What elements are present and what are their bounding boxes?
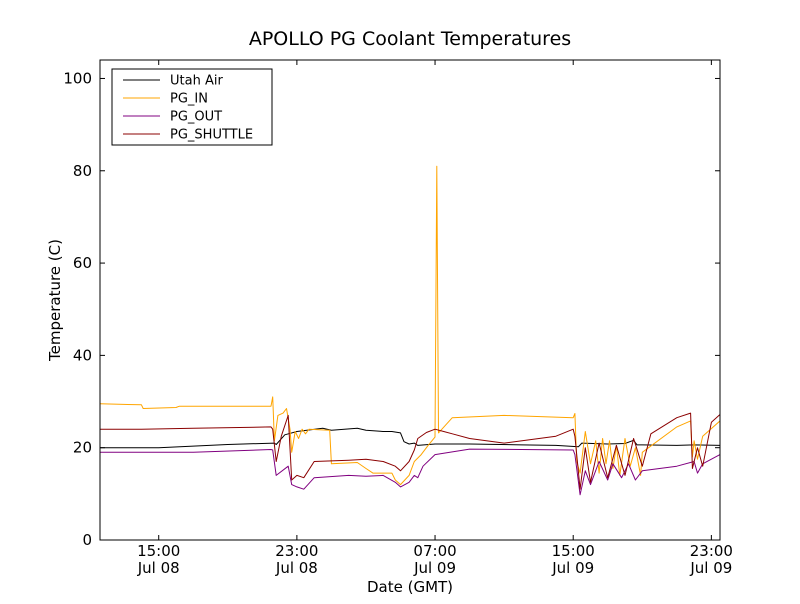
legend-label-pg-shuttle: PG_SHUTTLE bbox=[170, 128, 253, 143]
plot-area-frame bbox=[99, 59, 721, 541]
x-tick-label-time: 23:00 bbox=[690, 542, 733, 560]
x-tick-label-date: Jul 09 bbox=[689, 559, 732, 577]
x-tick-label-time: 07:00 bbox=[413, 542, 456, 560]
legend: Utah Air PG_IN PG_OUT PG_SHUTTLE bbox=[111, 68, 273, 146]
series-line-pg-shuttle bbox=[100, 412, 720, 490]
series-line-pg-out bbox=[100, 448, 720, 496]
x-tick-label-date: Jul 08 bbox=[275, 559, 318, 577]
x-tick-label-date: Jul 09 bbox=[413, 559, 456, 577]
y-tick-label: 100 bbox=[63, 69, 92, 87]
y-axis: 0 20 40 60 80 100 bbox=[63, 69, 720, 549]
x-tick-label-time: 15:00 bbox=[552, 542, 595, 560]
y-tick-label: 80 bbox=[73, 162, 92, 180]
x-tick-label-time: 15:00 bbox=[137, 542, 180, 560]
y-tick-label: 20 bbox=[73, 439, 92, 457]
y-axis-label: Temperature (C) bbox=[46, 239, 64, 362]
legend-label-utah-air: Utah Air bbox=[170, 74, 223, 89]
x-tick-label-date: Jul 08 bbox=[137, 559, 180, 577]
legend-label-pg-out: PG_OUT bbox=[170, 110, 222, 125]
series-line-utah-air bbox=[100, 427, 720, 449]
legend-frame bbox=[111, 68, 273, 146]
x-axis-label: Date (GMT) bbox=[367, 578, 453, 596]
y-tick-label: 60 bbox=[73, 254, 92, 272]
x-tick-label-time: 23:00 bbox=[275, 542, 318, 560]
x-tick-label-date: Jul 09 bbox=[551, 559, 594, 577]
plot-series bbox=[100, 165, 720, 496]
y-tick-label: 0 bbox=[82, 531, 92, 549]
series-line-pg-in bbox=[100, 165, 720, 486]
y-tick-label: 40 bbox=[73, 346, 92, 364]
chart-title: APOLLO PG Coolant Temperatures bbox=[249, 28, 571, 50]
legend-label-pg-in: PG_IN bbox=[170, 92, 208, 107]
